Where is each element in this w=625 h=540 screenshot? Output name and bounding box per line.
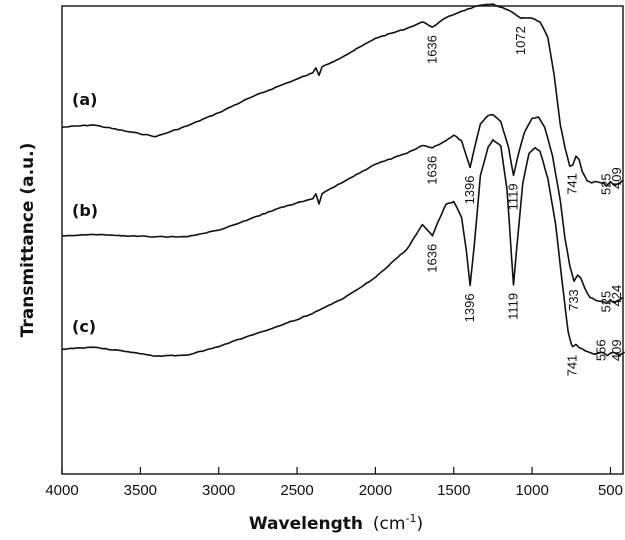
x-axis-title: Wavelength (cm-1) bbox=[249, 512, 423, 534]
peak-annotation: 1119 bbox=[506, 183, 521, 210]
x-axis-title-main: Wavelength bbox=[249, 514, 363, 534]
x-tick-label: 4000 bbox=[45, 482, 78, 499]
plot-frame bbox=[61, 5, 624, 475]
peak-annotation: 424 bbox=[609, 285, 624, 307]
peak-annotation: 741 bbox=[565, 173, 580, 195]
x-tick-label: 1000 bbox=[515, 482, 548, 499]
peak-annotation: 409 bbox=[609, 167, 624, 189]
peak-annotation: 1396 bbox=[462, 293, 477, 322]
series-label: (a) bbox=[72, 90, 97, 109]
peak-annotation: 1636 bbox=[424, 35, 439, 64]
x-tick-label: 3000 bbox=[202, 482, 235, 499]
peak-annotation: 525 bbox=[599, 173, 614, 195]
series-curves bbox=[61, 3, 625, 357]
x-tick-label: 1500 bbox=[437, 482, 470, 499]
series-line bbox=[61, 113, 623, 305]
x-axis-title-close: ) bbox=[416, 514, 423, 534]
y-axis-title: Transmittance (a.u.) bbox=[18, 143, 38, 338]
peak-annotation: 1072 bbox=[513, 26, 528, 55]
x-tick-label: 3500 bbox=[124, 482, 157, 499]
x-tick-label: 500 bbox=[598, 482, 623, 499]
peak-annotation: 1396 bbox=[462, 176, 477, 205]
peak-annotation: 409 bbox=[609, 339, 624, 361]
x-tick-label: 2000 bbox=[359, 482, 392, 499]
peak-annotation: 1636 bbox=[424, 156, 439, 185]
peak-annotation: 1119 bbox=[506, 293, 521, 320]
x-axis-title-unit: (cm bbox=[373, 514, 406, 534]
peak-annotation: 733 bbox=[566, 289, 581, 311]
x-axis-ticks: 4000 3500 3000 2500 2000 1500 1000 500 bbox=[45, 467, 623, 499]
series-line bbox=[61, 3, 624, 187]
series-line bbox=[61, 139, 625, 357]
peak-annotation: 556 bbox=[594, 339, 609, 361]
x-tick-label: 2500 bbox=[280, 482, 313, 499]
series-label: (c) bbox=[72, 317, 96, 336]
peak-annotation: 525 bbox=[599, 291, 614, 313]
peak-annotation: 1636 bbox=[424, 244, 439, 273]
series-label: (b) bbox=[72, 201, 98, 220]
series-labels: (a) (b) (c) bbox=[72, 90, 98, 336]
peak-annotation: 741 bbox=[565, 355, 580, 377]
x-axis-title-sup: -1 bbox=[405, 512, 416, 525]
